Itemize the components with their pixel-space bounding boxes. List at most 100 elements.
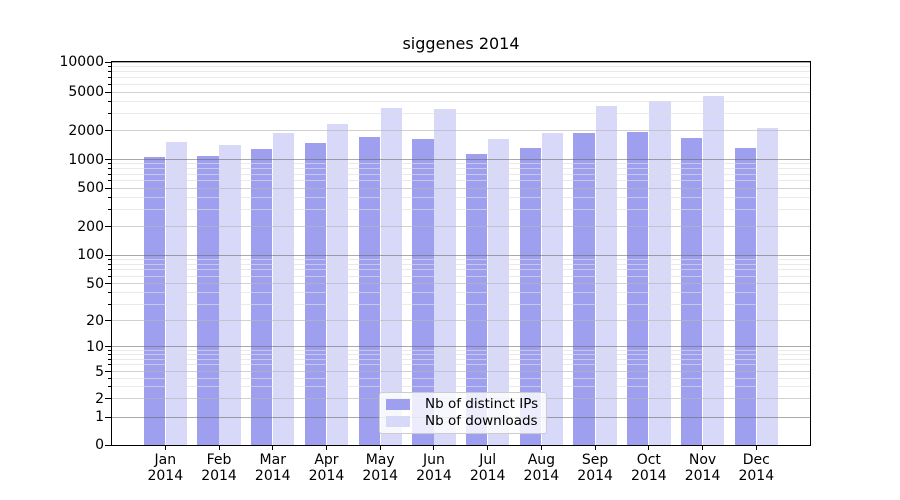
x-tick — [218, 446, 220, 450]
gridline-sub — [112, 371, 810, 372]
y-tick-label: 500 — [77, 180, 104, 196]
y-tick-minor — [108, 258, 111, 260]
y-tick — [105, 416, 111, 418]
y-tick-minor — [108, 77, 111, 79]
x-tick-label: Apr 2014 — [308, 452, 345, 484]
y-tick-minor — [108, 386, 111, 388]
gridline-minor — [112, 180, 810, 181]
y-tick — [105, 91, 111, 93]
y-tick-minor — [108, 100, 111, 102]
bar-distinct-ips — [519, 147, 541, 445]
gridline-minor — [112, 377, 810, 379]
x-tick — [648, 446, 650, 450]
gridline-sub — [112, 226, 810, 227]
gridline-minor — [112, 269, 810, 271]
gridline-minor — [112, 275, 810, 277]
gridline-minor — [112, 83, 810, 85]
x-tick — [325, 446, 327, 450]
y-tick-label: 0 — [95, 437, 104, 453]
x-tick-label: Aug 2014 — [523, 452, 560, 484]
gridline-major — [112, 61, 810, 63]
gridline-minor — [112, 168, 810, 170]
bar-distinct-ips — [197, 155, 219, 445]
y-tick-label: 5000 — [68, 84, 104, 100]
legend-swatch-distinct-ips — [386, 399, 410, 410]
gridline-minor — [112, 112, 810, 114]
gridline-minor — [112, 258, 810, 260]
x-tick — [487, 446, 489, 450]
y-tick-label: 10000 — [59, 54, 104, 71]
bar-downloads — [649, 101, 671, 445]
y-tick-minor — [108, 168, 111, 170]
y-tick-label: 10 — [86, 338, 104, 355]
y-tick-minor — [108, 83, 111, 85]
bar-distinct-ips — [251, 148, 273, 445]
bar-distinct-ips — [304, 142, 327, 445]
y-tick-minor — [108, 358, 111, 360]
legend-item-distinct-ips: Nb of distinct IPs — [380, 396, 546, 413]
gridline-minor — [112, 358, 810, 360]
gridline-sub — [112, 187, 810, 189]
legend-label-downloads: Nb of downloads — [425, 413, 538, 429]
legend: Nb of distinct IPs Nb of downloads — [379, 392, 547, 434]
gridline-minor — [112, 303, 810, 305]
y-tick-label: 200 — [77, 218, 104, 235]
gridline-minor — [112, 163, 810, 165]
bar-downloads — [434, 108, 456, 445]
y-tick — [105, 320, 111, 321]
legend-item-downloads: Nb of downloads — [380, 413, 546, 430]
y-tick-minor — [108, 303, 111, 305]
bar-distinct-ips — [627, 131, 649, 445]
gridline-sub — [112, 283, 810, 284]
x-tick — [755, 446, 757, 450]
gridline-major — [112, 254, 810, 256]
gridline-minor — [112, 263, 810, 265]
bar-downloads — [165, 141, 187, 445]
y-tick — [105, 398, 111, 399]
bar-distinct-ips — [465, 154, 488, 445]
y-tick-minor — [108, 354, 111, 356]
bar-downloads — [273, 133, 295, 445]
y-tick-label: 2 — [95, 390, 104, 407]
y-tick — [105, 130, 111, 131]
y-tick-label: 50 — [86, 275, 104, 292]
x-tick-label: Nov 2014 — [684, 452, 721, 484]
y-tick-minor — [108, 349, 111, 351]
y-tick-minor — [108, 71, 111, 73]
y-tick-minor — [108, 263, 111, 265]
gridline-major — [112, 346, 810, 347]
gridline-minor — [112, 100, 810, 102]
gridline-minor — [112, 77, 810, 79]
y-tick-minor — [108, 275, 111, 277]
bar-distinct-ips — [358, 137, 380, 445]
y-tick-label: 2000 — [68, 122, 104, 139]
y-tick-minor — [108, 292, 111, 293]
y-tick-minor — [108, 180, 111, 181]
x-tick — [379, 446, 381, 450]
y-tick — [105, 159, 111, 160]
gridline-minor — [112, 386, 810, 388]
gridline-minor — [112, 71, 810, 73]
y-tick-minor — [108, 163, 111, 165]
y-tick — [105, 226, 111, 227]
legend-label-distinct-ips: Nb of distinct IPs — [425, 396, 539, 412]
legend-swatch-downloads — [386, 416, 410, 427]
bar-distinct-ips — [734, 147, 756, 445]
chart-title: siggenes 2014 — [402, 34, 520, 53]
x-tick-label: Jul 2014 — [469, 452, 506, 484]
y-tick-minor — [108, 208, 111, 210]
gridline-minor — [112, 364, 810, 366]
y-tick-label: 5 — [95, 363, 104, 380]
gridline-sub — [112, 320, 810, 321]
x-tick — [164, 446, 166, 450]
y-tick-minor — [108, 173, 111, 175]
y-tick — [105, 283, 111, 284]
bar-distinct-ips — [680, 137, 703, 445]
y-tick — [105, 254, 111, 256]
y-tick — [105, 346, 111, 347]
gridline-minor — [112, 349, 810, 351]
y-tick — [105, 371, 111, 372]
gridline-minor — [112, 66, 810, 68]
y-tick-minor — [108, 377, 111, 379]
